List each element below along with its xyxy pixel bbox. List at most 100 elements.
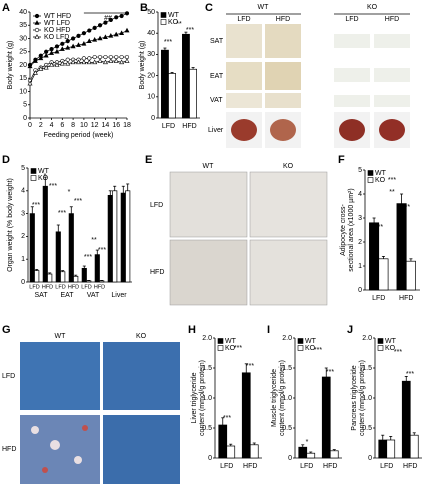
annotation: *** [394,349,402,356]
lipid-droplet [42,467,48,473]
bar [329,450,339,459]
annotation: *** [74,198,82,205]
annotation: *** [164,39,172,46]
y-tick-label: 0 [151,115,155,122]
y-tick-label: 2.0 [282,335,292,342]
annotation: *** [58,210,66,217]
marker [97,58,103,63]
liver [379,119,405,141]
liver [231,119,257,141]
x-tick-label: HFD [403,463,417,470]
y-tick-label: 2 [358,239,362,246]
y-tick-label: 5 [358,167,362,174]
subcolumn-label: HFD [385,16,399,23]
marker [32,58,38,63]
micrograph [169,171,248,238]
marker [124,11,130,16]
legend-label: WT [305,338,317,345]
y-tick-label: 3 [358,215,362,222]
marker [76,33,81,38]
x-axis-label: Feeding period (week) [44,132,114,139]
marker [97,35,103,41]
y-tick-label: 20 [19,62,27,69]
bar [249,444,259,459]
bar [107,195,113,283]
legend-swatch [30,168,37,174]
legend-label: WT [225,338,237,345]
legend-label: KO [375,177,386,184]
x-tick-label: 16 [112,122,120,129]
x-tick-label: LFD [81,284,91,290]
y-tick-label: 15 [19,75,27,82]
annotation: ** [389,189,395,196]
y-axis-label: Organ weight (% body weight) [7,178,14,272]
row-label: HFD [150,269,164,276]
row-label: SAT [210,38,224,45]
legend-swatch [377,338,384,344]
y-tick-label: 0 [21,279,25,286]
photo [334,34,370,48]
marker [54,62,60,67]
column-label: WT [258,4,270,11]
marker [97,23,103,28]
micrograph [103,415,180,484]
bar [218,424,228,459]
y-tick-label: 50 [147,9,155,16]
marker [32,70,38,75]
y-tick-label: 0 [23,115,27,122]
photo [334,68,370,82]
x-tick-label: 2 [39,122,43,129]
y-tick-label: 1.0 [202,395,212,402]
y-tick-label: 0.5 [282,425,292,432]
x-tick-label: 18 [123,122,131,129]
photo [374,68,410,82]
marker [49,50,55,55]
x-tick-label: 14 [102,122,110,129]
bar [168,73,176,119]
annotation: *** [406,371,414,378]
x-tick-label: LFD [300,463,313,470]
x-tick-label: LFD [380,463,393,470]
legend-marker [34,20,40,25]
photo [374,95,410,107]
group-label: Liver [111,292,127,299]
subcolumn-label: LFD [345,16,358,23]
y-tick-label: 5 [21,165,25,172]
bar [112,190,118,283]
bar [161,49,169,119]
annotation: * [68,189,71,196]
micrograph [249,171,328,238]
x-tick-label: HFD [42,284,53,290]
y-tick-label: 10 [19,88,27,95]
legend-swatch [217,338,224,344]
y-tick-label: 0.5 [202,425,212,432]
y-tick-label: 3 [21,210,25,217]
bar [125,190,131,283]
marker [59,46,65,51]
micrograph [20,415,100,484]
y-tick-label: 0 [358,287,362,294]
marker [124,27,130,33]
marker [43,64,49,70]
subcolumn-label: LFD [237,16,250,23]
marker [75,59,82,65]
legend-swatch [160,19,167,25]
bar [401,380,411,459]
marker [71,36,76,41]
marker [65,44,71,50]
liver [339,119,365,141]
legend-swatch [367,170,374,176]
bar [298,446,308,459]
x-tick-label: 8 [71,122,75,129]
legend-swatch [160,12,167,18]
bar [378,258,389,291]
y-axis-label: Pancreas triglyceride [351,365,358,430]
y-axis-label: content (mmol/g protein) [359,360,366,436]
bar [369,222,380,291]
marker [108,33,114,38]
marker [108,58,114,63]
y-axis-label: content (mmol/g protein) [199,360,206,436]
photo [265,24,301,58]
column-label: KO [136,333,147,340]
